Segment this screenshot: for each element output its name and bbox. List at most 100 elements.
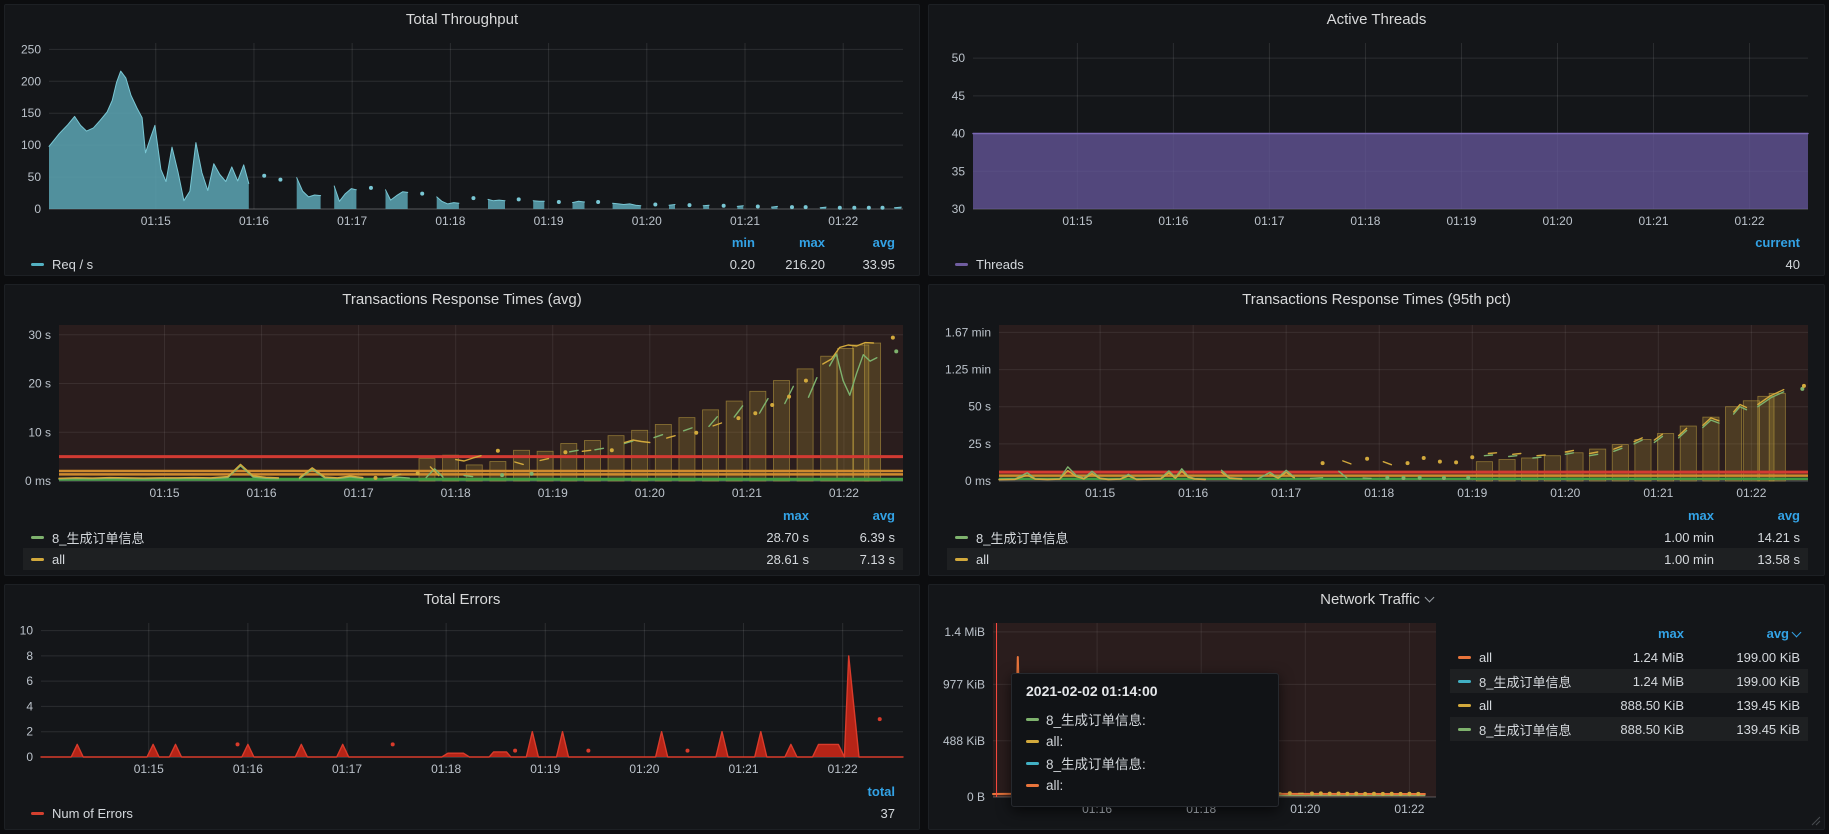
series-color-dash: [1458, 703, 1471, 707]
legend-series-all-sent[interactable]: all: [1458, 698, 1584, 713]
throughput-chart-wrap: 0 50 100 150 200 250 01:15 01:16 01:17 01:18 01:19…: [5, 33, 919, 231]
panel-title-total-throughput[interactable]: Total Throughput: [405, 10, 519, 28]
legend-avg-value: 7.13 s: [859, 551, 895, 567]
errors-chart-wrap: 0 2 4 6 8 10 01:15 01:16 01:17 01:18 01:19 01:20 01:…: [5, 613, 919, 779]
svg-text:100: 100: [21, 138, 41, 152]
svg-text:01:19: 01:19: [534, 214, 564, 228]
legend-max-value: 216.20: [785, 256, 825, 272]
panel-title-network-traffic[interactable]: Network Traffic: [929, 585, 1824, 613]
svg-text:01:16: 01:16: [1158, 214, 1188, 228]
series-color-dash: [1026, 761, 1039, 765]
panel-total-errors: Total Errors 0 2 4 6 8 10 01:15 01:16 01:17 01:18…: [4, 584, 920, 830]
legend-label: Num of Errors: [52, 805, 133, 821]
legend-header-row: max avg: [23, 504, 903, 526]
legend-header-min[interactable]: min: [731, 234, 755, 250]
legend-header-max[interactable]: max: [782, 507, 809, 523]
svg-text:50: 50: [28, 170, 42, 184]
legend-header-max[interactable]: max: [1687, 507, 1714, 523]
series-color-dash: [955, 262, 968, 266]
svg-text:01:21: 01:21: [1643, 486, 1673, 500]
svg-text:30: 30: [952, 202, 966, 216]
panel-title-response-times-avg[interactable]: Transactions Response Times (avg): [342, 290, 582, 308]
legend-series-order-info[interactable]: 8_生成订单信息: [31, 528, 723, 547]
panel-title-response-times-95pct[interactable]: Transactions Response Times (95th pct): [1242, 290, 1511, 308]
panel-title-total-errors[interactable]: Total Errors: [423, 590, 501, 608]
legend-series-num-errors[interactable]: Num of Errors: [31, 806, 825, 821]
threads-chart-wrap: 30 35 40 45 50 01:15 01:16 01:17 01:18 01:19 01:20…: [929, 33, 1824, 231]
throughput-chart[interactable]: 0 50 100 150 200 250 01:15 01:16 01:17 01:18 01:19…: [13, 33, 911, 231]
resp-avg-chart-wrap: 0 ms 10 s 20 s 30 s 01:15 01:16 01:17 01:18 01:1…: [5, 313, 919, 503]
legend-total-value: 37: [880, 805, 895, 821]
legend-row-all: all 1.00 min 13.58 s: [947, 548, 1808, 570]
svg-text:45: 45: [952, 89, 966, 103]
legend-series-all-received[interactable]: all: [1458, 650, 1584, 665]
svg-text:01:15: 01:15: [1062, 214, 1092, 228]
panel-active-threads: Active Threads 30 35 40 45 50 01:15 01:16 01:17…: [928, 4, 1825, 276]
series-color-dash: [955, 535, 968, 539]
svg-text:01:20: 01:20: [1542, 214, 1572, 228]
series-color-dash: [31, 811, 44, 815]
legend-avg-value: 14.21 s: [1757, 529, 1800, 545]
svg-text:01:18: 01:18: [1364, 486, 1394, 500]
panel-title-text: Network Traffic: [1320, 590, 1420, 608]
legend-max-value: 888.50 KiB: [1620, 697, 1684, 713]
resp-95-chart[interactable]: 0 ms 25 s 50 s 1.25 min 1.67 min 01:15 01:16 01…: [937, 313, 1816, 503]
legend-max-value: 28.61 s: [766, 551, 809, 567]
tooltip-label: all:: [1046, 733, 1064, 749]
series-color-dash: [31, 557, 44, 561]
legend-header-avg[interactable]: avg: [1777, 507, 1800, 523]
svg-text:01:19: 01:19: [538, 486, 568, 500]
svg-text:01:16: 01:16: [1178, 486, 1208, 500]
legend-series-all[interactable]: all: [31, 552, 723, 567]
legend-row-all: all 28.61 s 7.13 s: [23, 548, 903, 570]
legend-max-value: 1.00 min: [1664, 529, 1714, 545]
legend-series-all[interactable]: all: [955, 552, 1628, 567]
resp-95-chart-wrap: 0 ms 25 s 50 s 1.25 min 1.67 min 01:15 01:16 01…: [929, 313, 1824, 503]
legend-row-num-errors: Num of Errors 37: [23, 802, 903, 824]
svg-text:01:20: 01:20: [629, 762, 659, 776]
tooltip-row: all:: [1026, 774, 1264, 796]
tooltip-timestamp: 2021-02-02 01:14:00: [1026, 683, 1158, 699]
legend-series-threads[interactable]: Threads: [955, 257, 1730, 272]
svg-text:01:16: 01:16: [233, 762, 263, 776]
series-color-dash: [1458, 655, 1471, 659]
svg-text:01:21: 01:21: [732, 486, 762, 500]
panel-title-active-threads[interactable]: Active Threads: [1326, 10, 1427, 28]
errors-chart[interactable]: 0 2 4 6 8 10 01:15 01:16 01:17 01:18 01:19 01:20 01:…: [13, 613, 911, 779]
legend-series-order-sent[interactable]: 8_生成订单信息: [1458, 720, 1584, 739]
legend-header-max[interactable]: max: [798, 234, 825, 250]
svg-text:0 B: 0 B: [967, 790, 985, 804]
resp-avg-chart[interactable]: 0 ms 10 s 20 s 30 s 01:15 01:16 01:17 01:18 01:1…: [13, 313, 911, 503]
legend-header-max[interactable]: max: [1657, 625, 1684, 641]
svg-text:50: 50: [952, 51, 966, 65]
panel-network-traffic: Network Traffic 0 B 488 KiB 977 KiB 1.4 MiB…: [928, 584, 1825, 830]
legend-max-value: 1.00 min: [1664, 551, 1714, 567]
svg-text:01:22: 01:22: [828, 214, 858, 228]
legend-header-current[interactable]: current: [1755, 234, 1800, 250]
legend-label: all: [1479, 697, 1493, 713]
throughput-legend: min max avg Req / s 0.20 216.20 33.95: [5, 231, 919, 275]
legend-header-avg-text: avg: [1766, 625, 1789, 641]
panel-resize-handle[interactable]: [1811, 816, 1821, 826]
legend-label: Req / s: [52, 256, 94, 272]
threads-chart[interactable]: 30 35 40 45 50 01:15 01:16 01:17 01:18 01:19 01:20…: [937, 33, 1816, 231]
legend-header-row: total: [23, 780, 903, 802]
legend-series-order-info[interactable]: 8_生成订单信息: [955, 528, 1628, 547]
legend-series-req-s[interactable]: Req / s: [31, 257, 685, 272]
legend-header-row: max avg: [1450, 621, 1808, 645]
legend-series-order-received[interactable]: 8_生成订单信息: [1458, 672, 1584, 691]
legend-avg-value: 199.00 KiB: [1736, 673, 1800, 689]
svg-text:01:22: 01:22: [829, 486, 859, 500]
series-color-dash: [1458, 679, 1471, 683]
legend-row-order-info: 8_生成订单信息 28.70 s 6.39 s: [23, 526, 903, 548]
legend-header-avg[interactable]: avg: [1684, 625, 1802, 641]
resp-avg-legend: max avg 8_生成订单信息 28.70 s 6.39 s all 28.6…: [5, 504, 919, 575]
svg-text:01:19: 01:19: [530, 762, 560, 776]
legend-label: Threads: [976, 256, 1024, 272]
svg-text:01:15: 01:15: [149, 486, 179, 500]
legend-header-avg[interactable]: avg: [872, 234, 895, 250]
legend-header-row: max avg: [947, 504, 1808, 526]
legend-header-total[interactable]: total: [867, 783, 895, 799]
legend-header-avg[interactable]: avg: [872, 507, 895, 523]
svg-text:488 KiB: 488 KiB: [943, 734, 985, 748]
